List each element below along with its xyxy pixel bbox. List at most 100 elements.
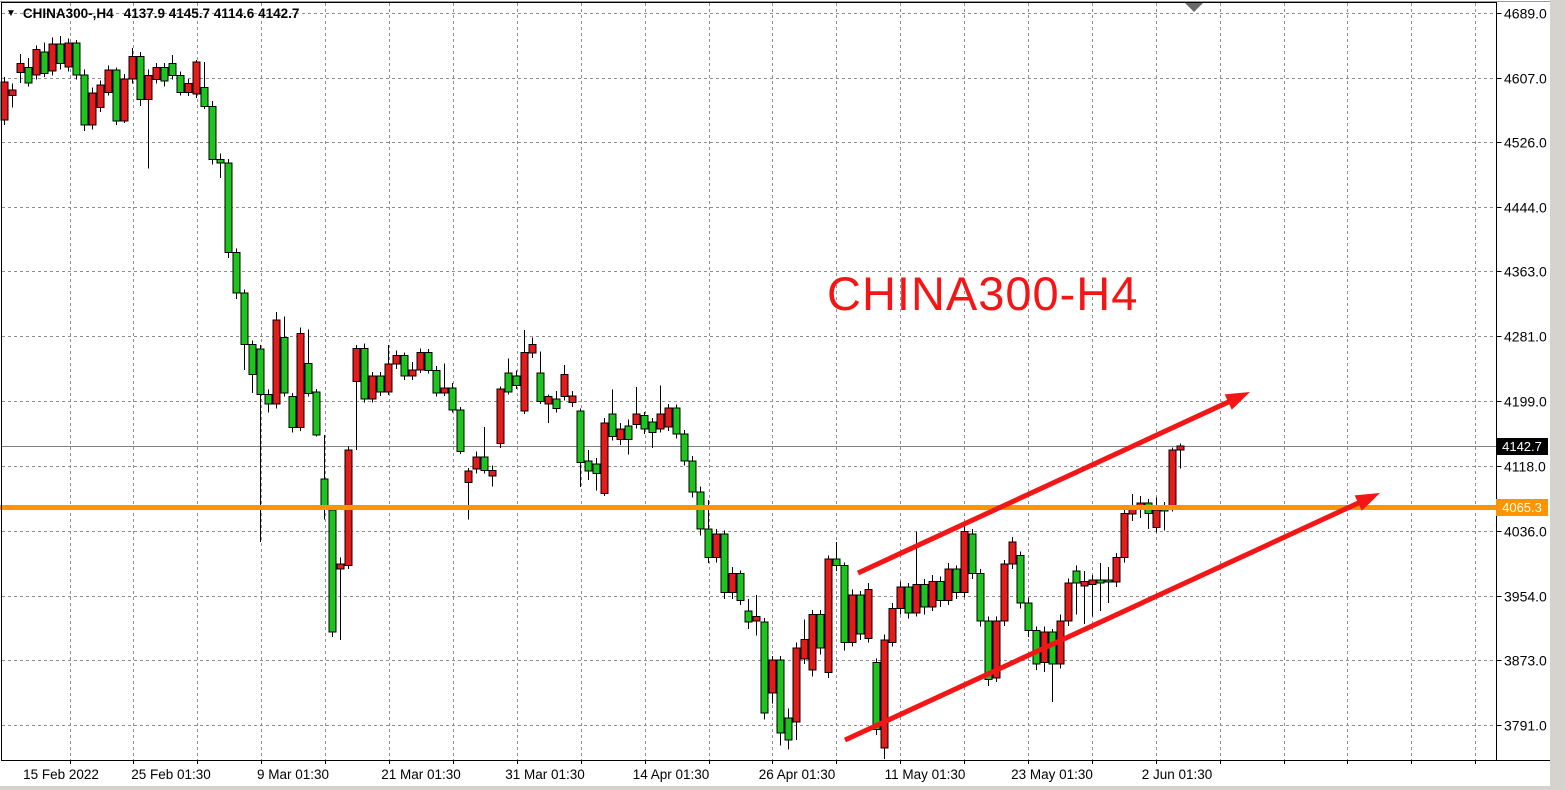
candle-body xyxy=(888,607,897,643)
candle-body xyxy=(80,74,89,126)
current-price-badge: 4142.7 xyxy=(1496,437,1548,455)
candle-body xyxy=(928,580,937,608)
candle-body xyxy=(944,568,953,601)
price-tick-label: 4444.0 xyxy=(1504,200,1547,216)
trend-arrow[interactable] xyxy=(856,392,1250,576)
trend-arrow[interactable] xyxy=(843,493,1380,743)
chart-title-annotation[interactable]: CHINA300-H4 xyxy=(827,267,1139,320)
candle-body xyxy=(512,375,521,387)
chart-shift-marker-icon[interactable] xyxy=(1185,3,1203,12)
time-axis[interactable]: 15 Feb 2022 25 Feb 01:30 9 Mar 01:30 21 Mar… xyxy=(23,761,1476,782)
candle-body xyxy=(984,620,993,681)
time-tick-label: 26 Apr 01:30 xyxy=(759,767,836,782)
price-tick-label: 4199.0 xyxy=(1504,394,1547,410)
candle-body xyxy=(96,84,105,108)
candle-body xyxy=(768,659,777,694)
candle-body xyxy=(968,533,977,575)
candle-body xyxy=(1080,580,1089,587)
candle-body xyxy=(960,530,969,594)
candle-body xyxy=(120,78,129,122)
candle-body xyxy=(784,717,793,741)
candle-body xyxy=(1104,579,1113,583)
candle-body xyxy=(264,393,273,405)
symbol-header: ▼ CHINA300-,H4 4137.9 4145.7 4114.6 4142… xyxy=(6,6,299,21)
right-edge-band xyxy=(1550,0,1565,790)
candle-body xyxy=(1152,509,1161,529)
time-tick-label: 11 May 01:30 xyxy=(885,767,966,782)
trend-arrow-shaft[interactable] xyxy=(856,397,1235,576)
candle-body xyxy=(992,620,1001,679)
symbol-label: CHINA300-,H4 xyxy=(22,6,114,21)
candle-body xyxy=(320,478,329,510)
candle-body xyxy=(112,69,121,122)
candle-body xyxy=(1024,602,1033,632)
candle-body xyxy=(200,87,209,108)
candle-body xyxy=(416,351,425,371)
price-tick-label: 4363.0 xyxy=(1504,264,1547,280)
candle-body xyxy=(904,586,913,614)
trend-arrow-head[interactable] xyxy=(1354,493,1380,511)
candle-body xyxy=(504,372,513,393)
candle-body xyxy=(824,558,833,674)
candle-body xyxy=(640,415,649,430)
price-tick-label: 4036.0 xyxy=(1504,524,1547,540)
candle-body xyxy=(872,661,881,731)
candle-body xyxy=(72,42,81,76)
time-tick-label: 23 May 01:30 xyxy=(1011,767,1093,782)
candle-body xyxy=(1008,541,1017,565)
trend-arrow-shaft[interactable] xyxy=(843,498,1365,743)
price-tick-label: 4118.0 xyxy=(1504,459,1546,475)
trend-arrow-head[interactable] xyxy=(1224,392,1250,410)
candle-body xyxy=(304,362,313,395)
price-axis[interactable]: 4689.0 4607.0 4526.0 4444.0 4363.0 4281.0 4199… xyxy=(1496,6,1548,734)
price-tick-label: 4689.0 xyxy=(1504,6,1547,22)
candle-body xyxy=(712,533,721,559)
candle-body xyxy=(480,456,489,471)
candle-body xyxy=(792,647,801,723)
plot-frame xyxy=(1,2,1497,761)
candle-body xyxy=(56,43,65,65)
candle-body xyxy=(184,83,193,93)
candle-body xyxy=(368,375,377,400)
candle-body xyxy=(672,407,681,435)
candle-body xyxy=(520,351,529,412)
candle-body xyxy=(88,92,97,126)
candle-body xyxy=(432,370,441,394)
time-tick-label: 2 Jun 01:30 xyxy=(1142,767,1213,782)
candle-body xyxy=(152,67,161,81)
candle-body xyxy=(8,89,17,96)
time-tick-label: 14 Apr 01:30 xyxy=(633,767,710,782)
candle-body xyxy=(352,347,361,383)
hline-price-badge[interactable]: 4065.3 xyxy=(1496,498,1548,516)
candle-body xyxy=(1000,563,1009,622)
candle-body xyxy=(280,336,289,394)
candle-body xyxy=(168,63,177,77)
candle-body xyxy=(328,509,337,633)
candle-body xyxy=(448,387,457,411)
grid xyxy=(2,3,1496,760)
candle-body xyxy=(408,369,417,377)
candle-body xyxy=(232,251,241,294)
candles xyxy=(0,35,1185,760)
candle-body xyxy=(336,563,345,570)
candle-body xyxy=(920,584,929,608)
candle-body xyxy=(704,528,713,559)
candle-body xyxy=(592,463,601,475)
candle-body xyxy=(528,343,537,354)
candle-body xyxy=(360,347,369,400)
candle-body xyxy=(384,363,393,393)
symbol-dropdown-icon[interactable]: ▼ xyxy=(6,8,16,19)
candle-body xyxy=(312,391,321,436)
time-tick-label: 9 Mar 01:30 xyxy=(257,767,329,782)
candle-body xyxy=(632,413,641,425)
candle-body xyxy=(488,469,497,477)
candle-body xyxy=(1120,512,1129,559)
candle-body xyxy=(936,580,945,601)
candle-body xyxy=(1072,570,1081,584)
candle-body xyxy=(24,67,33,84)
candle-body xyxy=(176,75,185,93)
candle-body xyxy=(32,48,41,76)
candle-body xyxy=(656,413,665,430)
